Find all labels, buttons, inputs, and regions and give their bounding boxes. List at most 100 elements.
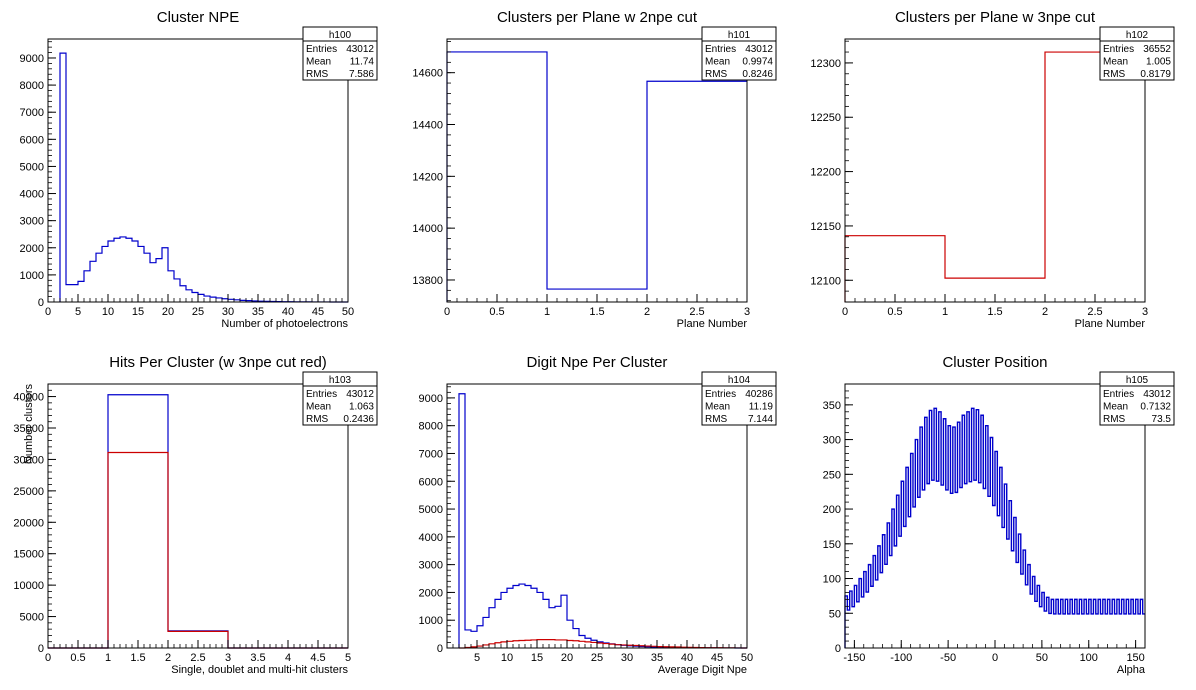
stats-label: Mean — [306, 57, 331, 68]
x-tick-label: 45 — [711, 652, 723, 664]
x-tick-label: 150 — [1126, 652, 1144, 664]
y-tick-label: 6000 — [20, 134, 44, 146]
y-tick-label: 14400 — [412, 120, 443, 132]
chart-title: Digit Npe Per Cluster — [527, 354, 668, 371]
series-line-2 — [48, 451, 348, 649]
stats-label: Mean — [1103, 57, 1128, 68]
stats-label: Entries — [1103, 44, 1134, 55]
y-tick-label: 15000 — [13, 549, 44, 561]
stats-box: h104 Entries 40286 Mean 11.19 RMS 7.144 — [701, 371, 777, 426]
stats-label: Entries — [306, 44, 337, 55]
x-tick-label: 10 — [102, 306, 114, 318]
x-tick-label: 1 — [544, 306, 550, 318]
x-tick-label: 25 — [192, 306, 204, 318]
x-tick-label: 50 — [342, 306, 354, 318]
y-tick-label: 1000 — [419, 615, 443, 627]
stats-value: 11.74 — [350, 57, 375, 68]
y-tick-label: 4000 — [20, 189, 44, 201]
y-tick-label: 12150 — [810, 221, 841, 233]
series-line-1 — [844, 51, 1145, 302]
y-tick-label: 350 — [823, 400, 841, 412]
x-tick-label: 35 — [252, 306, 264, 318]
x-axis-label: Alpha — [1117, 664, 1146, 676]
y-tick-label: 2000 — [419, 587, 443, 599]
x-axis-label: Average Digit Npe — [658, 664, 747, 676]
x-axis-label: Number of photoelectrons — [221, 318, 348, 330]
y-tick-label: 100 — [823, 574, 841, 586]
x-tick-label: 2.5 — [1087, 306, 1102, 318]
x-tick-label: 5 — [474, 652, 480, 664]
stats-value: 1.005 — [1146, 57, 1171, 68]
stats-value: 0.2436 — [343, 414, 374, 425]
x-tick-label: 4.5 — [310, 652, 325, 664]
chart-title: Cluster Position — [942, 354, 1047, 371]
histogram-panel-2: Clusters per Plane w 2npe cut 0 0.5 1 1.5 2 2.… — [412, 9, 777, 330]
x-tick-label: 20 — [162, 306, 174, 318]
y-tick-label: 5000 — [20, 161, 44, 173]
x-tick-label: 2 — [644, 306, 650, 318]
x-tick-label: 0 — [45, 306, 51, 318]
x-tick-label: 0 — [992, 652, 998, 664]
stats-name: h102 — [1126, 30, 1149, 41]
stats-box-frame — [701, 26, 777, 81]
stats-value: 0.8179 — [1140, 69, 1171, 80]
stats-box-frame — [701, 371, 777, 426]
stats-label: Entries — [306, 389, 337, 400]
x-tick-label: 40 — [282, 306, 294, 318]
series-line-1 — [59, 52, 348, 303]
y-tick-label: 3000 — [20, 216, 44, 228]
y-tick-label: 12200 — [810, 167, 841, 179]
stats-label: Mean — [306, 402, 331, 413]
y-tick-label: 9000 — [419, 393, 443, 405]
x-tick-label: 1 — [105, 652, 111, 664]
stats-box: h103 Entries 43012 Mean 1.063 RMS 0.2436 — [302, 371, 378, 426]
histogram-panel-1: Cluster NPE 0 5 10 15 20 25 30 35 40 45 50 0 1000 2000… — [20, 9, 378, 330]
x-tick-label: -150 — [843, 652, 865, 664]
x-tick-label: 30 — [621, 652, 633, 664]
stats-box: h100 Entries 43012 Mean 11.74 RMS 7.586 — [302, 26, 378, 81]
x-tick-label: -50 — [940, 652, 956, 664]
stats-value: 7.144 — [748, 414, 773, 425]
y-tick-label: 0 — [437, 643, 443, 655]
x-tick-label: 4 — [285, 652, 291, 664]
series-line-1 — [844, 407, 1145, 648]
stats-value: 11.19 — [749, 402, 774, 413]
x-tick-label: 10 — [501, 652, 513, 664]
stats-value: 0.9974 — [742, 57, 773, 68]
stats-box-frame — [1099, 371, 1175, 426]
y-tick-label: 5000 — [20, 612, 44, 624]
x-axis-label: Plane Number — [1075, 318, 1146, 330]
stats-label: RMS — [1103, 69, 1126, 80]
x-tick-label: 50 — [741, 652, 753, 664]
stats-value: 1.063 — [349, 402, 374, 413]
y-tick-label: 200 — [823, 504, 841, 516]
stats-value: 36552 — [1143, 44, 1171, 55]
y-tick-label: 1000 — [20, 270, 44, 282]
x-tick-label: 0 — [45, 652, 51, 664]
x-tick-label: 3 — [744, 306, 750, 318]
stats-value: 43012 — [346, 44, 374, 55]
stats-value: 40286 — [745, 389, 773, 400]
y-tick-label: 12250 — [810, 112, 841, 124]
x-tick-label: 1.5 — [130, 652, 145, 664]
stats-value: 43012 — [745, 44, 773, 55]
x-tick-label: 2.5 — [689, 306, 704, 318]
chart-title: Clusters per Plane w 3npe cut — [895, 9, 1096, 26]
y-tick-label: 12100 — [810, 275, 841, 287]
y-tick-label: 30000 — [13, 454, 44, 466]
x-tick-label: -100 — [890, 652, 912, 664]
x-tick-label: 45 — [312, 306, 324, 318]
y-tick-label: 14600 — [412, 68, 443, 80]
y-tick-label: 5000 — [419, 504, 443, 516]
y-axis-label: Number clusters — [23, 384, 35, 465]
x-tick-label: 15 — [132, 306, 144, 318]
x-tick-label: 0.5 — [887, 306, 902, 318]
chart-title: Clusters per Plane w 2npe cut — [497, 9, 698, 26]
x-tick-label: 35 — [651, 652, 663, 664]
y-tick-label: 13800 — [412, 275, 443, 287]
x-tick-label: 50 — [1036, 652, 1048, 664]
stats-name: h103 — [329, 375, 352, 386]
x-tick-label: 5 — [345, 652, 351, 664]
stats-label: RMS — [1103, 414, 1126, 425]
y-tick-label: 7000 — [419, 448, 443, 460]
